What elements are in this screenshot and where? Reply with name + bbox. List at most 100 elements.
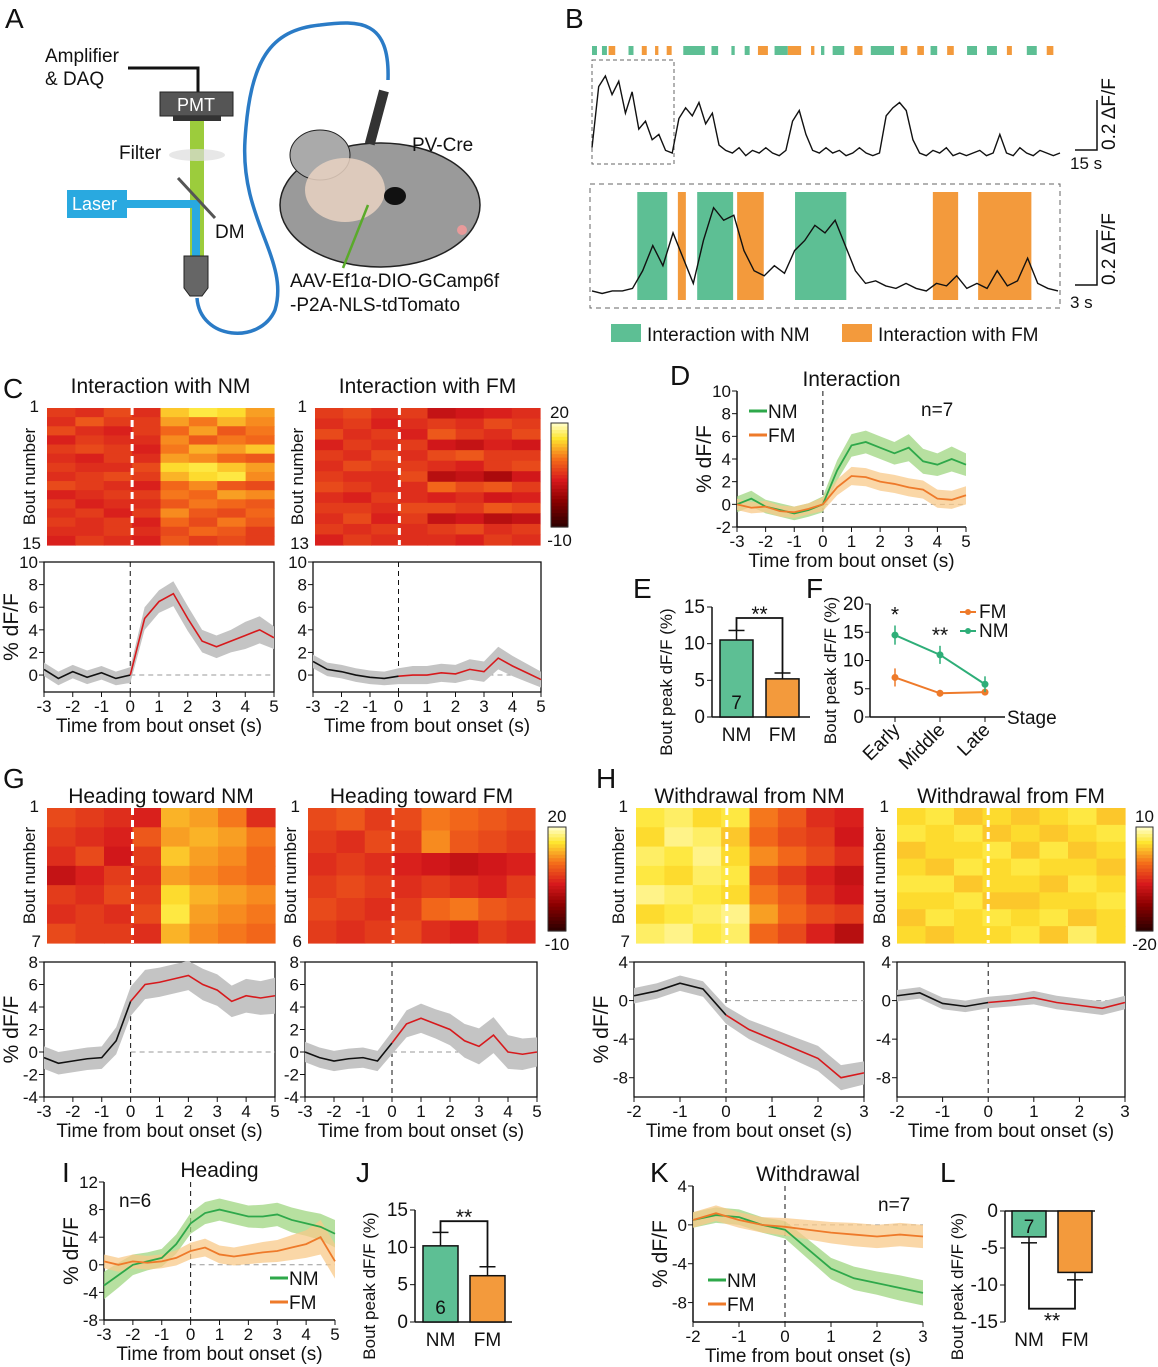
heatmap-cell	[1039, 858, 1069, 877]
heatmap-cell	[217, 490, 247, 500]
heatmap-cell	[511, 534, 541, 546]
heatmap-cell	[103, 471, 133, 482]
heatmap-cell	[511, 523, 541, 536]
heatmap-cell	[1068, 824, 1098, 843]
laser-label: Laser	[72, 194, 117, 214]
row-first-label: 1	[619, 797, 628, 816]
heatmap-cell	[246, 846, 276, 867]
chart-title: Interaction	[802, 368, 900, 391]
colorbar-min-label: -20	[1132, 935, 1157, 954]
heatmap-cell	[371, 460, 400, 472]
chart-panels: A B C D E F G H I J K L 0.2 ΔF/F 15 s 0.2 ΔF/F 3 s Inter…	[0, 3, 1157, 1367]
heatmap-cell	[721, 808, 751, 828]
heatmap-cell	[1039, 926, 1069, 944]
heatmap-cell	[371, 492, 400, 504]
panel-label-f: F	[806, 573, 823, 604]
y-tick-label: 8	[89, 1201, 98, 1220]
heatmap-cell	[343, 408, 372, 420]
heatmap-cell	[315, 513, 344, 525]
event-marker-nm	[1026, 46, 1037, 55]
y-tick-label: -2	[284, 1066, 299, 1085]
colorbar-segment	[548, 837, 566, 842]
heatmap-cell	[160, 499, 190, 510]
colorbar-segment	[551, 509, 568, 514]
x-axis-label: Stage	[1007, 708, 1057, 729]
heatmap-cell	[47, 471, 76, 482]
data-point-fm	[891, 673, 899, 681]
heatmap-cell	[160, 526, 190, 537]
chart-g-fm-heat: Heading toward FM 1 6 Bout number	[281, 785, 536, 951]
heatmap-cell	[132, 444, 162, 455]
heatmap-cell	[511, 471, 541, 483]
sem-band	[44, 960, 275, 1075]
heatmap-cell	[834, 885, 864, 906]
heatmap-cell	[161, 923, 191, 944]
heatmap-cell	[343, 450, 372, 462]
colorbar-segment	[1136, 913, 1153, 918]
heatmap-cell	[188, 408, 218, 418]
heatmap-cell	[449, 875, 479, 899]
heatmap-cell	[749, 827, 779, 848]
x-tick-label: 2	[872, 1327, 881, 1346]
optical-fiber	[195, 21, 390, 335]
x-tick-label: 0	[394, 697, 403, 716]
y-axis-label: % dF/F	[60, 1217, 83, 1285]
colorbar-segment	[548, 927, 566, 932]
heatmap-cell	[636, 904, 665, 925]
x-tick-label: -3	[729, 532, 744, 551]
heatmap-cell	[1096, 875, 1126, 893]
heatmap-cell	[427, 408, 457, 420]
heatmap-cell	[75, 490, 105, 500]
heatmap-cell	[75, 923, 105, 944]
heatmap-cell	[315, 418, 344, 430]
colorbar-segment	[1136, 865, 1153, 870]
heatmap-cell	[692, 885, 722, 906]
heatmap-cell	[483, 429, 513, 441]
x-tick-label: 4	[933, 532, 942, 551]
y-tick-label: 6	[29, 598, 38, 617]
n-label: 7	[1024, 1217, 1035, 1238]
x-tick-label: 3	[213, 1102, 222, 1121]
heatmap-cell	[75, 426, 105, 436]
x-tick-label: 0	[126, 697, 135, 716]
event-marker-nm	[821, 46, 825, 55]
heatmap-cell	[315, 450, 344, 462]
heatmap-cell	[1096, 926, 1126, 944]
heatmap-cell	[393, 898, 423, 922]
y-tick-label: 10	[843, 651, 864, 672]
heatmap-cell	[315, 534, 344, 546]
bar-fm	[1057, 1210, 1093, 1274]
heatmap-cell	[217, 517, 247, 528]
x-category-label: NM	[722, 725, 752, 746]
plot-frame	[633, 961, 865, 1098]
heatmap-cell	[160, 453, 190, 464]
heatmap-cell	[982, 875, 1012, 893]
heatmap-cell	[925, 926, 955, 944]
x-tick-label: -1	[154, 1325, 169, 1344]
colorbar-segment	[548, 906, 566, 911]
colorbar-segment	[548, 847, 566, 852]
heatmap-cell	[132, 408, 162, 418]
heatmap-cell	[664, 865, 694, 886]
heatmap-cell	[664, 846, 694, 867]
x-tick-label: 4	[508, 697, 517, 716]
heatmap-cell	[393, 808, 423, 832]
colorbar-segment	[1136, 906, 1153, 911]
legend-marker	[965, 609, 971, 615]
x-tick-label: -1	[355, 1102, 370, 1121]
heatmap-cell	[188, 417, 218, 427]
heatmap-cell	[160, 508, 190, 519]
heatmap-cell	[636, 885, 665, 906]
pre-onset-trace	[304, 1042, 393, 1062]
heatmap-cell	[160, 517, 190, 528]
heatmap-cell	[308, 875, 337, 899]
heatmap-cell	[47, 865, 77, 886]
y-tick-label: -2	[716, 518, 731, 537]
colorbar-segment	[551, 454, 568, 459]
y-axis-label: Bout peak dF/F (%)	[948, 1213, 967, 1360]
event-marker-fm	[1006, 46, 1012, 55]
heatmap-cell	[336, 830, 366, 854]
colorbar-segment	[1136, 903, 1153, 908]
heatmap-cell	[399, 471, 429, 483]
